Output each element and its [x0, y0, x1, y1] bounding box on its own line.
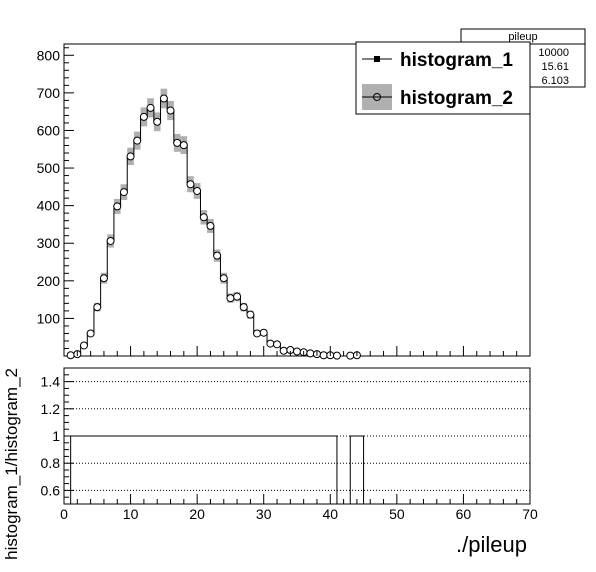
- histogram-2-point: [173, 138, 182, 147]
- ratio-segment: [349, 435, 365, 504]
- ratio-segment: [70, 435, 338, 504]
- histogram-2-point: [106, 236, 115, 245]
- y-tick-label: 600: [37, 122, 61, 138]
- ratio-step-line: [70, 435, 365, 504]
- ratio-y-axis-title: histogram_1/histogram_2: [2, 368, 21, 560]
- x-tick-label: 30: [256, 506, 272, 522]
- histogram-2-point: [93, 303, 102, 312]
- y-tick-label: 500: [37, 160, 61, 176]
- legend-entry-histogram-1: histogram_1: [362, 50, 513, 71]
- x-tick-label: 10: [123, 506, 139, 522]
- histogram-2-point: [166, 106, 175, 115]
- histogram-2-point: [259, 328, 268, 337]
- x-tick-label: 50: [389, 506, 405, 522]
- legend-label-histogram-1: histogram_1: [400, 50, 513, 71]
- y-tick-label: 100: [37, 310, 61, 326]
- x-tick-label: 70: [522, 506, 538, 522]
- ratio-y-tick-label: 1.2: [41, 401, 61, 417]
- legend-label-histogram-2: histogram_2: [400, 88, 513, 109]
- y-tick-label: 200: [37, 273, 61, 289]
- histogram-2-point: [86, 329, 95, 338]
- histogram-2-point: [159, 94, 168, 103]
- histogram-2-point: [119, 188, 128, 197]
- histogram-2-point: [233, 292, 242, 301]
- y-tick-label: 400: [37, 198, 61, 214]
- histogram-2-point: [126, 152, 135, 161]
- x-tick-label: 0: [60, 506, 68, 522]
- stats-title: pileup: [508, 31, 537, 43]
- ratio-y-tick-label: 1.4: [41, 374, 61, 390]
- ratio-y-axis: 0.6 0.8 1 1.2 1.4: [41, 374, 74, 498]
- histogram-2-point: [206, 221, 215, 230]
- error-bands: [67, 88, 361, 357]
- y-tick-label: 300: [37, 235, 61, 251]
- ratio-panel: 0.6 0.8 1 1.2 1.4 0 10 20 30 40 50 60 70: [41, 367, 538, 522]
- x-tick-label: 20: [189, 506, 205, 522]
- stats-std-dev: 6.103: [541, 75, 569, 87]
- ratio-x-axis: 0 10 20 30 40 50 60 70: [60, 494, 538, 522]
- histogram-2-point: [186, 180, 195, 189]
- top-plot-frame: [63, 43, 531, 357]
- histogram-markers: [66, 94, 361, 360]
- histogram-2-point: [239, 303, 248, 312]
- histogram-lines: [67, 98, 367, 357]
- histogram-2-point: [113, 202, 122, 211]
- histogram-2-point: [246, 310, 255, 319]
- histogram-2-point: [146, 103, 155, 112]
- histogram-2-point: [332, 351, 341, 360]
- top-histogram-panel: 100 200 300 400 500 600 700 800: [37, 43, 531, 360]
- histogram-2-point: [253, 329, 262, 338]
- histogram-2-point: [99, 274, 108, 283]
- x-tick-label: 40: [322, 506, 338, 522]
- legend: histogram_1 histogram_2: [355, 41, 531, 115]
- histogram-2-point: [219, 274, 228, 283]
- top-y-axis: 100 200 300 400 500 600 700 800: [37, 47, 74, 349]
- ratio-y-tick-label: 0.6: [41, 482, 61, 498]
- histogram-2-point: [179, 141, 188, 150]
- histogram-2-point: [133, 136, 142, 145]
- histogram-2-point: [226, 294, 235, 303]
- y-tick-label: 700: [37, 85, 61, 101]
- histogram-2-point: [273, 340, 282, 349]
- legend-entry-histogram-2: histogram_2: [362, 84, 513, 110]
- histogram-2-point: [193, 186, 202, 195]
- x-tick-label: 60: [456, 506, 472, 522]
- legend-circle-marker-swatch: [373, 93, 381, 101]
- ratio-y-tick-label: 0.8: [41, 455, 61, 471]
- histogram-2-point: [306, 349, 315, 358]
- ratio-y-tick-label: 1: [52, 428, 60, 444]
- x-axis-title: ./pileup: [456, 532, 527, 557]
- y-tick-label: 800: [37, 47, 61, 63]
- histogram-2-point: [266, 339, 275, 348]
- histogram-2-point: [279, 346, 288, 355]
- top-x-axis: [63, 346, 531, 356]
- stats-entries: 10000: [538, 47, 569, 59]
- histogram-2-point: [213, 251, 222, 260]
- stats-mean: 15.61: [541, 61, 569, 73]
- histogram-2-point: [346, 351, 355, 360]
- histogram-2-point: [79, 341, 88, 350]
- histogram-2-point: [293, 347, 301, 356]
- histogram-2-point: [319, 351, 328, 360]
- legend-square-marker-swatch: [374, 56, 380, 62]
- histogram-2-point: [153, 117, 162, 126]
- histogram-1-step-line: [67, 98, 367, 357]
- histogram-2-point: [199, 213, 208, 222]
- histogram-2-point: [66, 351, 75, 360]
- histogram-2-point: [139, 112, 148, 121]
